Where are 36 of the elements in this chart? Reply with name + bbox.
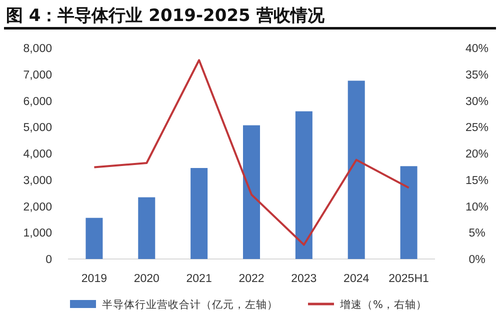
legend-label: 半导体行业营收合计（亿元，左轴） bbox=[102, 298, 278, 311]
y2-tick-label: 30% bbox=[465, 96, 489, 108]
bar bbox=[348, 80, 365, 259]
y-tick-label: 2,000 bbox=[23, 201, 52, 214]
x-tick-label: 2021 bbox=[186, 273, 212, 285]
y-tick-label: 0 bbox=[46, 254, 52, 266]
y-tick-label: 1,000 bbox=[23, 228, 52, 240]
y2-tick-label: 10% bbox=[465, 201, 489, 214]
y2-tick-label: 0% bbox=[468, 254, 486, 266]
y-tick-label: 8,000 bbox=[23, 43, 52, 55]
bar bbox=[400, 166, 418, 259]
x-tick-label: 2024 bbox=[344, 273, 370, 285]
bar bbox=[295, 111, 312, 259]
y2-tick-label: 5% bbox=[468, 228, 486, 240]
x-tick-label: 2023 bbox=[291, 273, 317, 285]
y-tick-label: 4,000 bbox=[23, 148, 52, 160]
legend-label: 增速（%，右轴） bbox=[339, 298, 427, 311]
bar bbox=[190, 168, 208, 259]
y-tick-label: 7,000 bbox=[23, 69, 52, 82]
y2-tick-label: 35% bbox=[465, 69, 489, 82]
bar bbox=[243, 125, 260, 259]
y-tick-label: 6,000 bbox=[23, 96, 52, 108]
y2-tick-label: 15% bbox=[465, 174, 489, 187]
y-tick-label: 5,000 bbox=[23, 122, 52, 134]
line-series bbox=[93, 59, 410, 246]
y-tick-label: 3,000 bbox=[23, 174, 52, 187]
x-tick-label: 2020 bbox=[134, 273, 160, 285]
bar bbox=[138, 197, 156, 259]
y2-tick-label: 25% bbox=[465, 122, 489, 134]
x-tick-label: 2022 bbox=[238, 273, 264, 285]
x-tick-label: 2019 bbox=[81, 273, 108, 285]
bar bbox=[86, 218, 103, 259]
y2-tick-label: 20% bbox=[465, 148, 489, 160]
chart-title: 图 4：半导体行业 2019-2025 营收情况 bbox=[6, 6, 326, 26]
y2-tick-label: 40% bbox=[465, 43, 489, 55]
x-tick-label: 2025H1 bbox=[388, 273, 429, 285]
